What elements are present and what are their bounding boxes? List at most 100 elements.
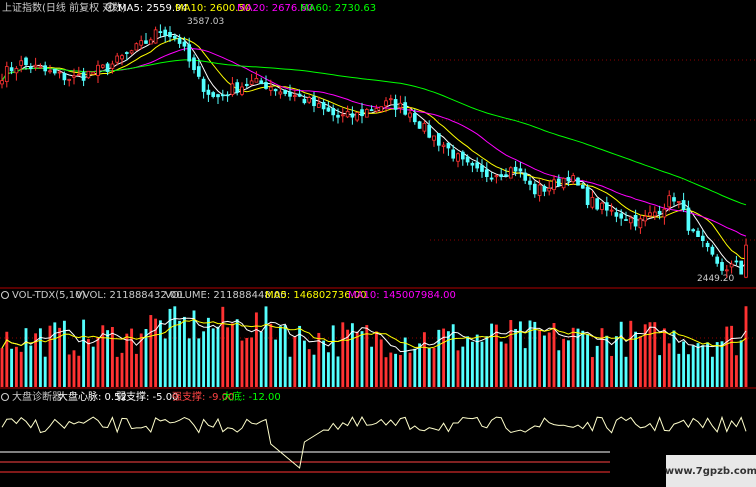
volume-bar bbox=[86, 339, 90, 387]
candle-body bbox=[110, 63, 115, 69]
volume-bar bbox=[586, 333, 590, 387]
candle-body bbox=[201, 78, 206, 92]
volume-bar bbox=[58, 327, 62, 387]
volume-bar bbox=[739, 340, 743, 387]
volume-bar bbox=[14, 346, 18, 387]
volume-bar bbox=[725, 326, 729, 387]
candle-body bbox=[561, 177, 566, 189]
volume-ma-lines bbox=[1, 317, 747, 353]
volume-bar bbox=[504, 343, 508, 387]
volume-bar bbox=[38, 328, 42, 387]
gear-icon[interactable] bbox=[105, 2, 115, 12]
candle-body bbox=[571, 175, 576, 183]
volume-bar bbox=[230, 323, 234, 387]
volume-bar bbox=[216, 326, 220, 387]
vvol-legend: VVOL: 211888432.00 bbox=[76, 290, 183, 301]
volume-bar bbox=[634, 331, 638, 387]
volume-bar bbox=[192, 310, 196, 387]
ma20-legend: MA20: 2676.60 bbox=[237, 3, 313, 14]
moving-average-lines bbox=[1, 33, 747, 269]
volume-bar bbox=[53, 322, 57, 387]
candle-body bbox=[436, 133, 441, 146]
candle-body bbox=[393, 99, 398, 110]
volume-bar bbox=[288, 356, 292, 387]
diagnostic-indicator bbox=[0, 415, 747, 473]
volume-bar bbox=[528, 320, 532, 387]
candle-body bbox=[360, 109, 364, 117]
candle-body bbox=[662, 208, 667, 218]
candle-body bbox=[292, 95, 297, 97]
volume-bar bbox=[485, 336, 489, 387]
volume-bar bbox=[682, 341, 686, 387]
volume-bar bbox=[307, 349, 311, 387]
candle-body bbox=[48, 70, 52, 73]
candle-body bbox=[235, 82, 240, 93]
candle-body bbox=[484, 169, 489, 177]
market-pulse-line bbox=[1, 415, 747, 469]
candle-body bbox=[451, 149, 456, 159]
volume-bar bbox=[154, 318, 158, 387]
candle-body bbox=[489, 177, 494, 180]
volume-bar bbox=[202, 331, 206, 387]
candle-body bbox=[192, 57, 196, 70]
volume-bar bbox=[384, 357, 388, 387]
volume-bar bbox=[245, 337, 249, 387]
volume-bar bbox=[264, 306, 268, 387]
main-title: 上证指数(日线 前复权 对数) bbox=[2, 1, 126, 14]
candle-body bbox=[700, 235, 705, 241]
gear-icon[interactable] bbox=[0, 392, 10, 402]
candle-body bbox=[715, 256, 720, 264]
candle-body bbox=[244, 83, 249, 86]
volume-bar bbox=[432, 347, 436, 387]
volume-bar bbox=[187, 338, 191, 387]
volume-bar bbox=[470, 341, 474, 387]
candle-body bbox=[268, 86, 273, 91]
volume-bar bbox=[62, 320, 66, 387]
candle-body bbox=[518, 168, 523, 172]
volume-bar bbox=[250, 337, 254, 387]
gear-icon[interactable] bbox=[0, 290, 10, 300]
candle-body bbox=[326, 107, 331, 112]
candle-body bbox=[139, 40, 144, 46]
volume-bar bbox=[557, 350, 561, 387]
volume-bar bbox=[206, 317, 210, 387]
volume-bar bbox=[490, 323, 494, 387]
volume-bar bbox=[701, 345, 705, 387]
candle-body bbox=[499, 174, 504, 178]
volume-bar bbox=[648, 322, 652, 387]
volume-bar bbox=[720, 341, 724, 387]
candle-body bbox=[81, 72, 86, 81]
candle-body bbox=[604, 202, 609, 211]
volume-bar bbox=[82, 319, 86, 387]
candle-body bbox=[465, 156, 470, 163]
candle-body bbox=[144, 40, 148, 44]
volume-bar bbox=[451, 324, 455, 387]
candle-body bbox=[590, 197, 595, 208]
candle-body bbox=[278, 91, 283, 95]
candle-body bbox=[158, 31, 163, 33]
candle-body bbox=[460, 151, 465, 160]
volume-bar bbox=[197, 338, 201, 387]
ma5-line bbox=[1, 33, 747, 269]
volume-bar bbox=[317, 332, 321, 387]
volume-bar bbox=[619, 321, 623, 387]
volume-bar bbox=[398, 355, 402, 387]
candle-body bbox=[172, 35, 177, 39]
candle-body bbox=[302, 98, 307, 104]
volume-bar bbox=[691, 345, 695, 387]
candle-body bbox=[345, 110, 350, 118]
candle-body bbox=[316, 103, 321, 108]
volume-bar bbox=[413, 348, 417, 387]
candle-body bbox=[681, 200, 686, 210]
candle-body bbox=[710, 246, 715, 255]
candle-body bbox=[504, 174, 508, 177]
volume-bar bbox=[355, 331, 359, 387]
candle-body bbox=[657, 210, 662, 215]
volume-bar bbox=[365, 325, 369, 387]
candle-body bbox=[72, 75, 76, 78]
candle-body bbox=[220, 94, 225, 97]
ma5-legend: MA5: 2559.94 bbox=[118, 3, 188, 14]
volume-bar bbox=[211, 328, 215, 387]
volume-bar bbox=[302, 340, 306, 387]
candle-body bbox=[609, 209, 614, 212]
